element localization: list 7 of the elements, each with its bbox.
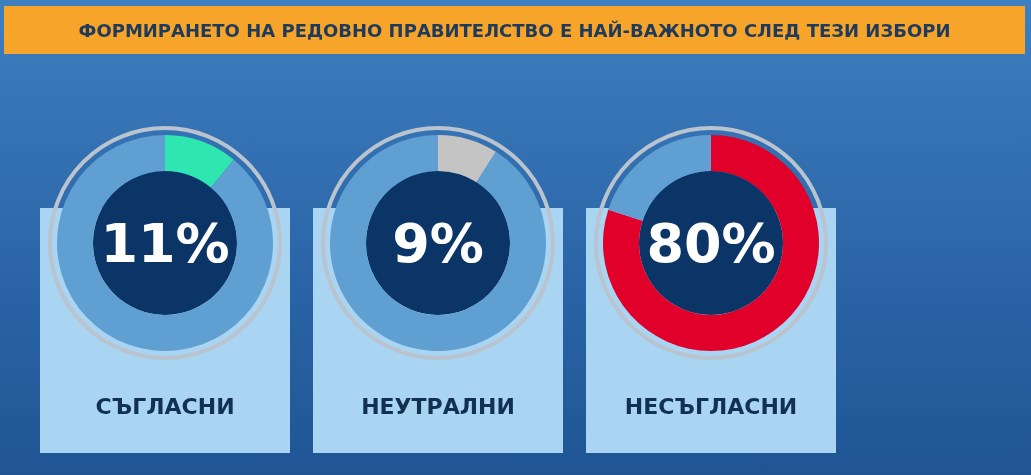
text: СЪГЛАСНИ bbox=[95, 393, 235, 419]
text: НЕУТРАЛНИ bbox=[361, 393, 515, 419]
data-label: 11% bbox=[100, 211, 230, 275]
text: НЕСЪГЛАСНИ bbox=[624, 393, 798, 419]
data-label: 80% bbox=[646, 211, 776, 275]
text: ФОРМИРАНЕТО НА РЕДОВНО ПРАВИТЕЛСТВО Е НАЙ-ВАЖНОТО СЛЕД ТЕЗИ ИЗБОРИ bbox=[78, 19, 951, 41]
data-label: 9% bbox=[392, 211, 484, 275]
